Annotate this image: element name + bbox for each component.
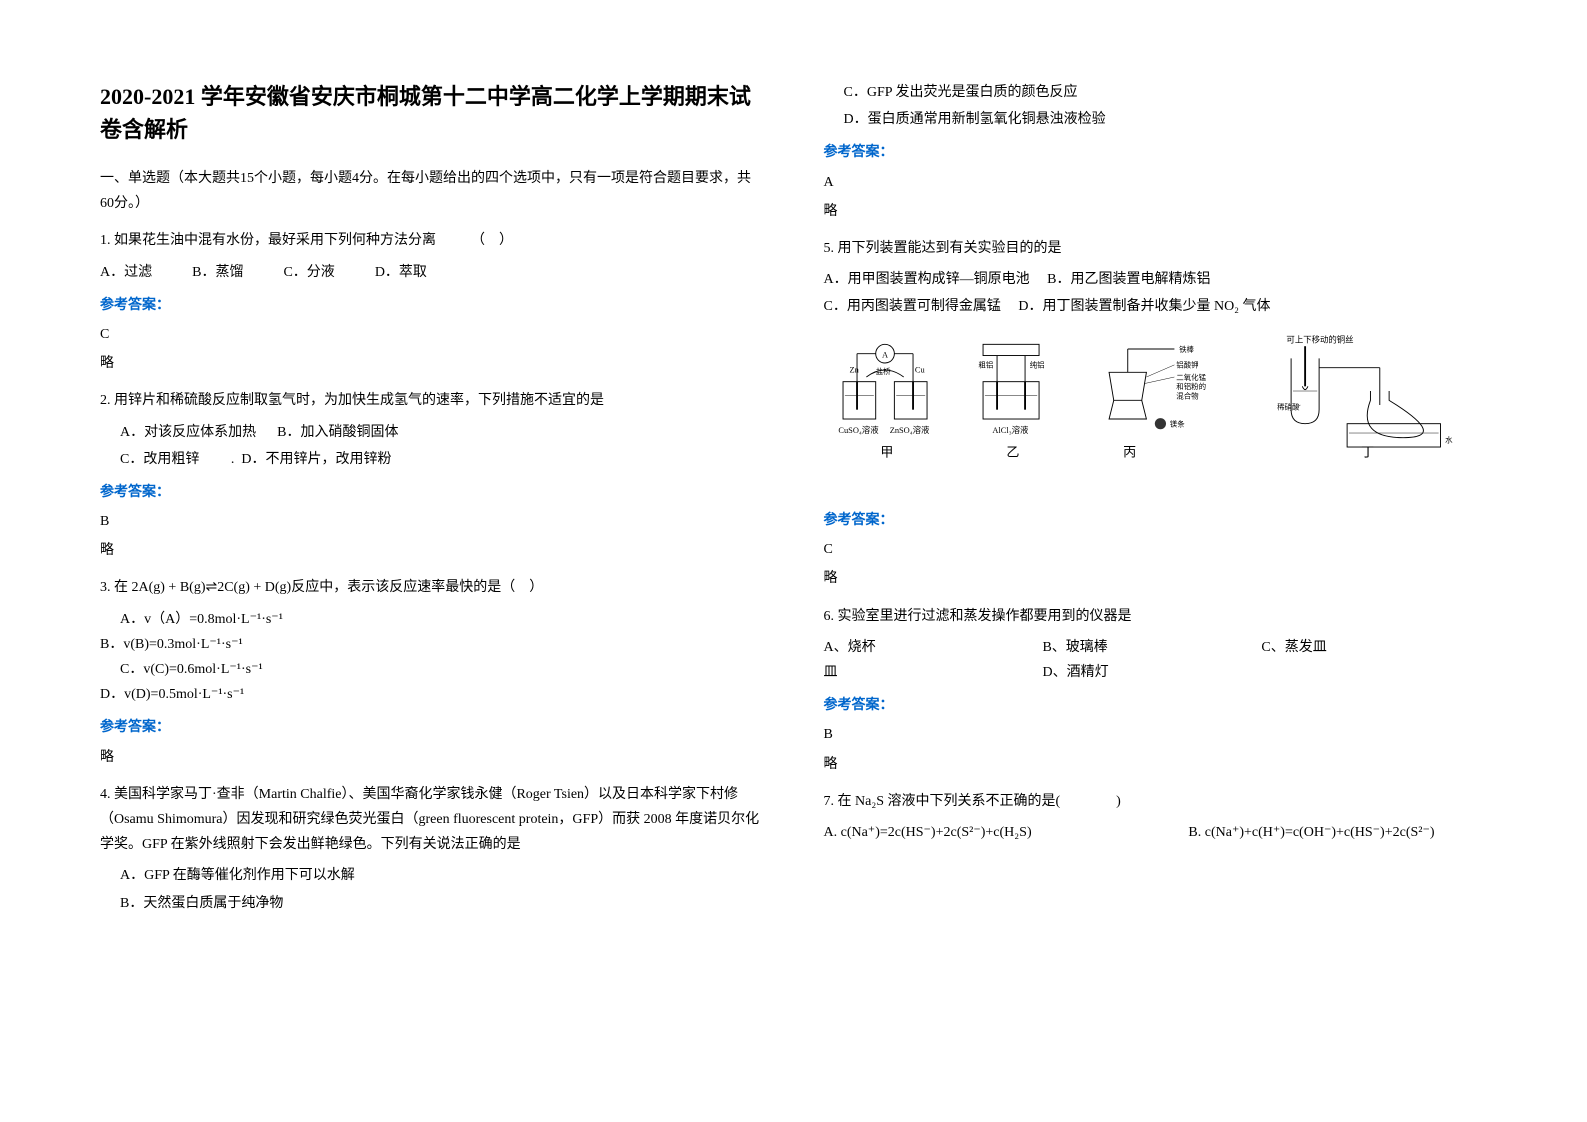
q6-text: 6. 实验室里进行过滤和蒸发操作都要用到的仪器是 (824, 604, 1488, 629)
q2-answer: B (100, 509, 764, 534)
svg-text:水: 水 (1445, 434, 1453, 444)
q3-opt-b: B．v(B)=0.3mol·L⁻¹·s⁻¹ (100, 632, 432, 657)
q2-opt-a: A．对该反应体系加热 (120, 425, 256, 440)
q6-options: A、烧杯 B、玻璃棒 C、蒸发皿 皿 D、酒精灯 (824, 635, 1488, 685)
q1-answer: C (100, 322, 764, 347)
question-6: 6. 实验室里进行过滤和蒸发操作都要用到的仪器是 A、烧杯 B、玻璃棒 C、蒸发… (824, 604, 1488, 777)
q4-opt-d: D．蛋白质通常用新制氢氧化铜悬浊液检验 (844, 107, 1488, 132)
question-7: 7. 在 Na₂S 溶液中下列关系不正确的是( ) A. c(Na⁺)=2c(H… (824, 789, 1488, 845)
q3-opt-a: A．v（A）=0.8mol·L⁻¹·s⁻¹ (120, 607, 452, 632)
q7-opt-a: A. c(Na⁺)=2c(HS⁻)+2c(S²⁻)+c(H₂S) (824, 820, 1189, 845)
q5-answer: C (824, 537, 1488, 562)
q7-options: A. c(Na⁺)=2c(HS⁻)+2c(S²⁻)+c(H₂S) B. c(Na… (824, 820, 1488, 845)
q4-answer-label: 参考答案： (824, 140, 1488, 165)
q3-text: 3. 在 2A(g) + B(g)⇌2C(g) + D(g)反应中，表示该反应速… (100, 575, 764, 600)
q3-note: 略 (100, 745, 764, 770)
q6-opt-a: A、烧杯 (824, 635, 1043, 660)
q1-note: 略 (100, 351, 764, 376)
q6-answer-label: 参考答案： (824, 693, 1488, 718)
section-1-header: 一、单选题（本大题共15个小题，每小题4分。在每小题给出的四个选项中，只有一项是… (100, 166, 764, 216)
svg-text:乙: 乙 (1006, 444, 1019, 459)
q2-opt-d: D．不用锌片，改用锌粉 (241, 452, 391, 467)
svg-text:CuSO₄溶液: CuSO₄溶液 (838, 425, 879, 435)
svg-text:纯铝: 纯铝 (1029, 359, 1044, 369)
q1-options: A．过滤 B．蒸馏 C．分液 D．萃取 (100, 260, 764, 285)
svg-text:AlCl₃溶液: AlCl₃溶液 (992, 425, 1029, 435)
svg-text:丁: 丁 (1361, 444, 1374, 459)
q4-options-ab: A．GFP 在酶等催化剂作用下可以水解 B．天然蛋白质属于纯净物 (100, 863, 764, 915)
q5-opt-b: B．用乙图装置电解精炼铝 (1047, 272, 1210, 287)
svg-text:A: A (882, 350, 888, 359)
q3-answer-label: 参考答案： (100, 715, 764, 740)
question-3: 3. 在 2A(g) + B(g)⇌2C(g) + D(g)反应中，表示该反应速… (100, 575, 764, 769)
svg-text:甲: 甲 (880, 444, 893, 459)
svg-text:粗铝: 粗铝 (978, 359, 993, 369)
q1-opt-c: C．分液 (283, 260, 334, 285)
q4-text: 4. 美国科学家马丁·查非（Martin Chalfie）、美国华裔化学家钱永健… (100, 782, 764, 858)
q1-opt-a: A．过滤 (100, 260, 152, 285)
q5-opt-c: C．用丙图装置可制得金属锰 (824, 299, 1001, 314)
q1-answer-label: 参考答案： (100, 293, 764, 318)
svg-text:二氧化锰: 二氧化锰 (1176, 371, 1206, 381)
q3-opt-d: D．v(D)=0.5mol·L⁻¹·s⁻¹ (100, 682, 432, 707)
q4-options-cd: C．GFP 发出荧光是蛋白质的颜色反应 D．蛋白质通常用新制氢氧化铜悬浊液检验 (824, 80, 1488, 132)
svg-text:铁棒: 铁棒 (1179, 343, 1194, 353)
svg-text:可上下移动的铜丝: 可上下移动的铜丝 (1286, 335, 1353, 344)
question-1: 1. 如果花生油中混有水份，最好采用下列何种方法分离 （ ） A．过滤 B．蒸馏… (100, 228, 764, 376)
q2-text: 2. 用锌片和稀硫酸反应制取氢气时，为加快生成氢气的速率，下列措施不适宜的是 (100, 388, 764, 413)
q5-options: A．用甲图装置构成锌—铜原电池 B．用乙图装置电解精炼铝 C．用丙图装置可制得金… (824, 267, 1488, 319)
q4-opt-c: C．GFP 发出荧光是蛋白质的颜色反应 (844, 80, 1488, 105)
q7-text: 7. 在 Na₂S 溶液中下列关系不正确的是( ) (824, 789, 1488, 814)
question-5: 5. 用下列装置能达到有关实验目的的是 A．用甲图装置构成锌—铜原电池 B．用乙… (824, 236, 1488, 592)
q5-text: 5. 用下列装置能达到有关实验目的的是 (824, 236, 1488, 261)
q2-note: 略 (100, 538, 764, 563)
q5-opt-d: D．用丁图装置制备并收集少量 NO₂ 气体 (1018, 299, 1270, 314)
exam-title: 2020-2021 学年安徽省安庆市桐城第十二中学高二化学上学期期末试卷含解析 (100, 80, 764, 146)
q3-opt-c: C．v(C)=0.6mol·L⁻¹·s⁻¹ (120, 657, 452, 682)
q3-options: A．v（A）=0.8mol·L⁻¹·s⁻¹ B．v(B)=0.3mol·L⁻¹·… (100, 607, 764, 708)
q1-text: 1. 如果花生油中混有水份，最好采用下列何种方法分离 （ ） (100, 228, 764, 253)
q2-answer-label: 参考答案： (100, 480, 764, 505)
q4-opt-a: A．GFP 在酶等催化剂作用下可以水解 (120, 863, 764, 888)
q5-note: 略 (824, 566, 1488, 591)
q1-opt-d: D．萃取 (375, 260, 427, 285)
left-column: 2020-2021 学年安徽省安庆市桐城第十二中学高二化学上学期期末试卷含解析 … (100, 80, 764, 1042)
svg-text:Zn: Zn (849, 365, 859, 374)
svg-text:稀硝酸: 稀硝酸 (1277, 401, 1300, 411)
svg-text:ZnSO₄溶液: ZnSO₄溶液 (889, 425, 929, 435)
q4-opt-b: B．天然蛋白质属于纯净物 (120, 891, 764, 916)
q6-opt-b: B、玻璃棒 (1042, 635, 1261, 660)
q6-answer: B (824, 722, 1488, 747)
q2-opt-b: B．加入硝酸铜固体 (277, 425, 398, 440)
svg-text:镁条: 镁条 (1169, 418, 1184, 428)
q2-options: A．对该反应体系加热 B．加入硝酸铜固体 C．改用粗锌 . D．不用锌片，改用锌… (100, 420, 764, 472)
q7-opt-b: B. c(Na⁺)+c(H⁺)=c(OH⁻)+c(HS⁻)+2c(S²⁻) (1188, 820, 1487, 845)
q4-note: 略 (824, 199, 1488, 224)
svg-text:和铝粉的: 和铝粉的 (1176, 381, 1206, 391)
q2-opt-c: C．改用粗锌 (120, 452, 199, 467)
svg-text:丙: 丙 (1123, 444, 1136, 459)
apparatus-diagram-icon: A Zn Cu 盐桥 CuSO₄溶液 (829, 335, 1483, 484)
q5-diagram: A Zn Cu 盐桥 CuSO₄溶液 (824, 330, 1488, 499)
svg-text:铝酸钾: 铝酸钾 (1176, 359, 1198, 369)
q6-opt-d: D、酒精灯 (1042, 660, 1261, 685)
right-column: C．GFP 发出荧光是蛋白质的颜色反应 D．蛋白质通常用新制氢氧化铜悬浊液检验 … (824, 80, 1488, 1042)
q4-answer: A (824, 170, 1488, 195)
q6-note: 略 (824, 752, 1488, 777)
q5-answer-label: 参考答案： (824, 508, 1488, 533)
question-4: 4. 美国科学家马丁·查非（Martin Chalfie）、美国华裔化学家钱永健… (100, 782, 764, 916)
svg-text:混合物: 混合物 (1176, 390, 1199, 400)
q1-opt-b: B．蒸馏 (192, 260, 243, 285)
svg-text:Cu: Cu (914, 365, 925, 374)
question-2: 2. 用锌片和稀硫酸反应制取氢气时，为加快生成氢气的速率，下列措施不适宜的是 A… (100, 388, 764, 563)
q5-opt-a: A．用甲图装置构成锌—铜原电池 (824, 272, 1030, 287)
q6-opt-c: C、蒸发皿 (1261, 635, 1480, 660)
